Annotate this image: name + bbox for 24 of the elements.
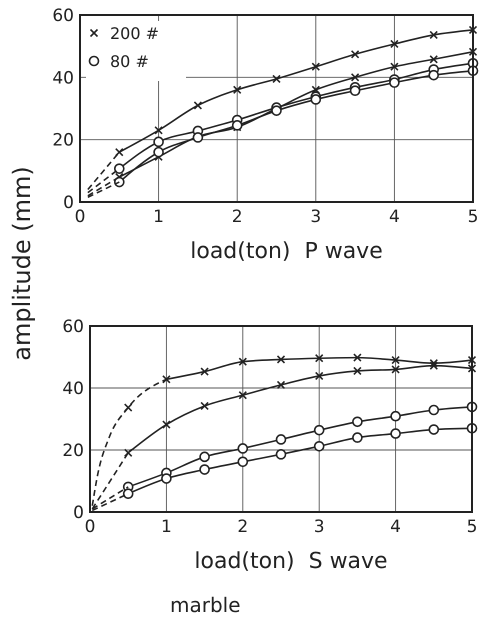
text: marble — [170, 593, 241, 617]
x-tick-label: 4 — [390, 517, 402, 537]
y-tick-label: 0 — [63, 193, 74, 213]
legend-label: 200 # — [110, 24, 160, 43]
y-tick-label: 20 — [62, 441, 84, 461]
y-tick-label: 60 — [52, 6, 74, 26]
y-tick-label: 40 — [52, 68, 74, 88]
y-axis-title: amplitude (mm) — [8, 166, 36, 361]
x-tick-label: 5 — [468, 207, 478, 227]
x-tick-label: 2 — [237, 517, 248, 537]
x-tick-label: 3 — [310, 207, 322, 227]
legend-label: 80 # — [110, 52, 149, 71]
x-tick-label: 1 — [160, 517, 172, 537]
x-tick-label: 1 — [153, 207, 164, 227]
y-tick-label: 40 — [62, 379, 84, 399]
x-axis-title: load(ton) S wave — [194, 549, 388, 574]
x-tick-label: 3 — [314, 517, 325, 537]
x-axis-title: load(ton) P wave — [190, 239, 383, 264]
x-tick-label: 2 — [232, 207, 243, 227]
y-tick-label: 0 — [73, 503, 84, 523]
x-tick-label: 5 — [466, 517, 478, 537]
x-tick-label: 4 — [388, 207, 400, 227]
y-tick-label: 60 — [62, 317, 84, 337]
y-tick-label: 20 — [52, 130, 74, 151]
